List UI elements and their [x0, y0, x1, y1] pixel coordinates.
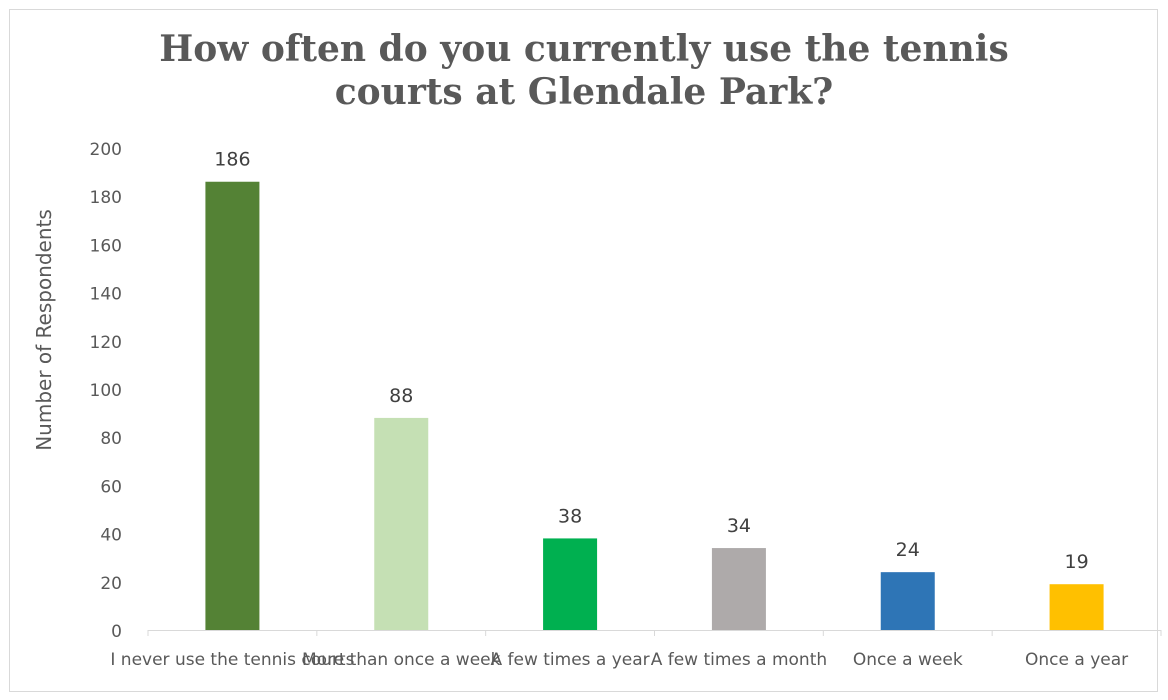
data-label: 24: [896, 539, 920, 561]
bars: [205, 181, 1104, 631]
data-label: 38: [558, 505, 582, 527]
x-axis-tick-marks: [147, 630, 1162, 636]
bar: [880, 572, 935, 630]
bar: [1049, 584, 1104, 630]
chart-title-line-1: How often do you currently use the tenni…: [159, 28, 1009, 70]
x-tick-label: More than once a week: [302, 650, 501, 670]
y-tick-label: 40: [100, 526, 122, 546]
chart-title: How often do you currently use the tenni…: [0, 28, 1168, 114]
bar: [543, 538, 598, 630]
y-tick-label: 140: [90, 285, 122, 305]
y-axis-ticks: 0 20 40 60 80 100 120 140 160 180 200: [90, 140, 122, 642]
data-labels: 186 88 38 34 24 19: [214, 149, 1088, 573]
bar: [374, 417, 429, 630]
x-tick-label: Once a week: [853, 650, 963, 670]
y-tick-label: 120: [90, 333, 122, 353]
x-tick-label: A few times a month: [651, 650, 827, 670]
y-tick-label: 80: [100, 429, 122, 449]
x-tick-label: A few times a year: [490, 650, 649, 670]
x-tick-label: Once a year: [1025, 650, 1128, 670]
y-tick-label: 60: [100, 477, 122, 497]
bar: [711, 548, 766, 630]
data-label: 19: [1064, 551, 1088, 573]
x-tick-label: I never use the tennis courts: [110, 650, 354, 670]
y-tick-label: 180: [90, 188, 122, 208]
data-label: 34: [727, 515, 751, 537]
bar: [205, 181, 260, 631]
y-tick-label: 160: [90, 236, 122, 256]
y-tick-label: 100: [90, 381, 122, 401]
y-tick-label: 20: [100, 574, 122, 594]
data-label: 88: [389, 385, 413, 407]
y-tick-label: 200: [90, 140, 122, 160]
chart-title-line-2: courts at Glendale Park?: [334, 71, 834, 113]
y-tick-label: 0: [111, 622, 122, 642]
data-label: 186: [214, 149, 250, 171]
